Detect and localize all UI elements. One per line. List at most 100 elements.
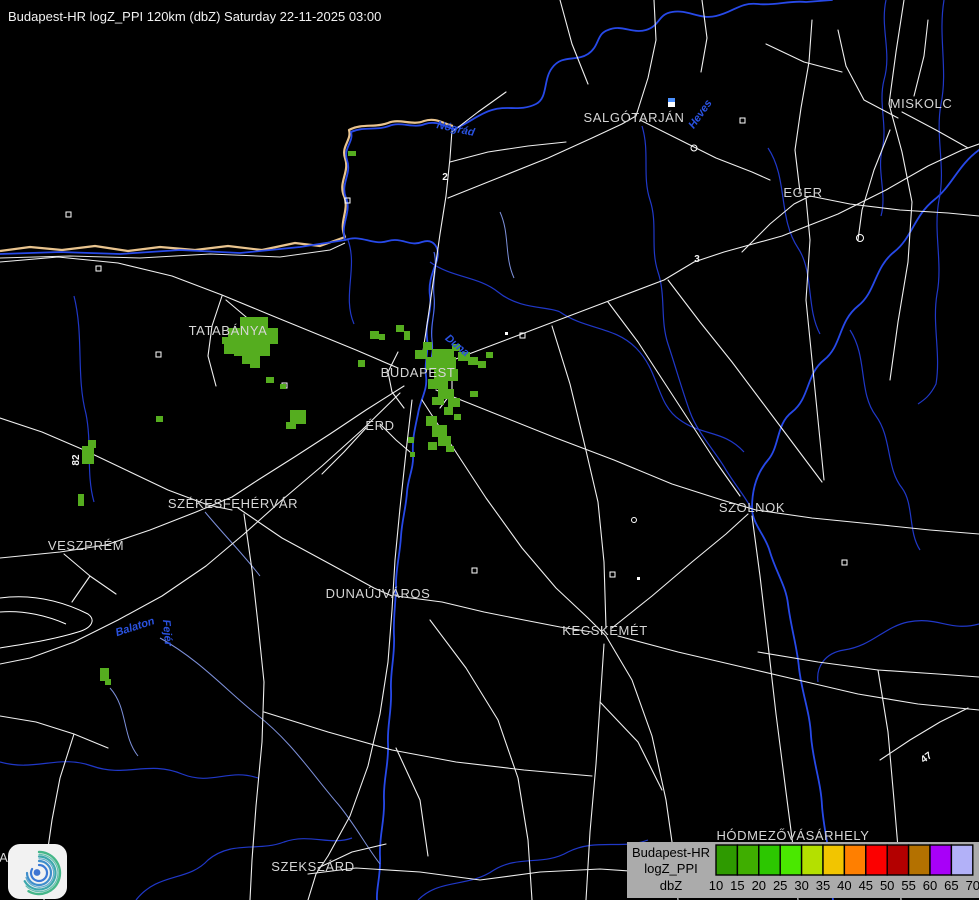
storm-spiral-icon	[23, 850, 62, 896]
legend-swatches: 10 15 20 25 30 35 40 45 50 55 60 65 70	[709, 844, 979, 893]
radar-echo-cell	[438, 389, 454, 399]
lake-balaton-outline	[0, 596, 93, 649]
legend-tick-35: 35	[816, 878, 830, 893]
radar-echo-cell	[240, 317, 268, 329]
city-labels: SALGÓTARJÁN EGER MISKOLC TATABÁNYA BUDAPEST É…	[0, 96, 952, 874]
legend-swatch-25-30	[779, 844, 803, 876]
radar-echo-cell	[266, 377, 274, 383]
radar-echo-cell	[428, 442, 437, 450]
legend-swatch-30-35	[800, 844, 824, 876]
road-number-2: 2	[442, 172, 448, 183]
radar-echo-cell	[82, 446, 94, 464]
color-scale-legend: Budapest-HR logZ_PPI dbZ 10 15 20 25 30 35 40 4…	[627, 842, 979, 898]
city-label-veszprem: VESZPRÉM	[48, 538, 124, 553]
map-title: Budapest-HR logZ_PPI 120km (dbZ) Saturda…	[8, 9, 381, 24]
legend-tick-30: 30	[794, 878, 808, 893]
radar-echoes	[78, 151, 493, 685]
road-number-82: 82	[71, 454, 82, 466]
radar-echo-cell	[379, 334, 385, 340]
legend-tick-55: 55	[901, 878, 915, 893]
legend-swatch-15-20	[736, 844, 760, 876]
city-label-salgotarjan: SALGÓTARJÁN	[584, 110, 685, 125]
legend-tick-25: 25	[773, 878, 787, 893]
city-label-erd: ÉRD	[365, 418, 394, 433]
radar-echo-cell	[222, 337, 229, 344]
radar-echo-cell	[432, 349, 454, 360]
settlement-markers	[65, 98, 864, 580]
legend-swatch-40-45	[843, 844, 867, 876]
legend-unit: dbZ	[660, 878, 682, 893]
radar-echo-cell	[426, 357, 456, 370]
city-label-tatabanya: TATABÁNYA	[189, 323, 268, 338]
radar-echo-cell	[280, 384, 286, 389]
city-label-szekesfehervar: SZÉKESFEHÉRVÁR	[168, 496, 298, 511]
legend-tick-40: 40	[837, 878, 851, 893]
radar-echo-cell	[468, 357, 478, 365]
road-number-47: 47	[919, 750, 935, 766]
legend-tick-20: 20	[752, 878, 766, 893]
radar-echo-cell	[448, 398, 460, 407]
legend-station: Budapest-HR	[632, 845, 710, 860]
radar-echo-cell	[446, 446, 454, 452]
legend-swatch-35-40	[822, 844, 846, 876]
radar-echo-cell	[423, 342, 432, 350]
radar-echo-cell	[452, 344, 460, 351]
radar-echo-cell	[426, 416, 437, 426]
radar-echo-cell	[358, 360, 365, 367]
city-label-dunaujvaros: DUNAÚJVÁROS	[326, 586, 431, 601]
airfield-icon	[690, 144, 698, 152]
airfield-icon	[856, 234, 864, 242]
airfield-icon	[631, 517, 637, 523]
radar-echo-cell	[408, 437, 414, 443]
radar-echo-cell	[486, 352, 493, 358]
legend-swatch-20-25	[758, 844, 781, 876]
radar-echo-cell	[434, 369, 458, 381]
radar-echo-cell	[432, 397, 444, 405]
flag-icon	[668, 98, 675, 107]
radar-echo-cell	[100, 668, 109, 681]
road-numbers: 82 2 3 47	[71, 172, 935, 766]
radar-echo-cell	[404, 331, 410, 340]
radar-echo-cell	[396, 325, 404, 332]
radar-echo-cell	[444, 407, 453, 415]
city-label-budapest: BUDAPEST	[381, 365, 456, 380]
legend-tick-45: 45	[859, 878, 873, 893]
radar-echo-cell	[428, 379, 448, 389]
legend-tick-10: 10	[709, 878, 723, 893]
legend-swatch-50-55	[886, 844, 910, 876]
radar-echo-cell	[228, 328, 278, 344]
city-label-hodmezovasarhely: HÓDMEZŐVÁSÁRHELY	[716, 828, 869, 843]
legend-tick-15: 15	[730, 878, 744, 893]
radar-echo-cell	[478, 361, 486, 368]
radar-echo-cell	[242, 356, 260, 364]
radar-echo-cell	[250, 362, 260, 368]
stream-lines	[109, 211, 515, 865]
city-label-miskolc: MISKOLC	[890, 96, 953, 111]
radar-echo-cell	[458, 352, 470, 361]
country-border-line	[0, 118, 454, 259]
legend-swatch-10-15	[715, 844, 739, 876]
radar-echo-cell	[432, 425, 447, 437]
radar-echo-cell	[370, 331, 379, 339]
road-number-3: 3	[694, 254, 700, 265]
legend-swatch-60-65	[929, 844, 953, 876]
legend-swatch-45-50	[865, 844, 888, 876]
radar-echo-cell	[470, 391, 478, 397]
water-label-fejer: Fejér	[160, 619, 174, 647]
radar-echo-cell	[410, 452, 415, 457]
radar-echo-cell	[286, 422, 296, 429]
legend-tick-70: 70	[966, 878, 979, 893]
radar-echo-cell	[88, 440, 96, 448]
water-label-heves: Heves	[686, 98, 714, 131]
radar-echo-cell	[348, 151, 356, 156]
city-label-szekszard: SZEKSZÁRD	[271, 859, 354, 874]
radar-echo-cell	[290, 410, 306, 424]
city-label-szolnok: SZOLNOK	[719, 500, 785, 515]
radar-echo-cell	[105, 679, 111, 685]
radar-echo-cell	[78, 494, 84, 506]
city-label-kecskemet: KECSKEMÉT	[562, 623, 648, 638]
legend-tick-50: 50	[880, 878, 894, 893]
